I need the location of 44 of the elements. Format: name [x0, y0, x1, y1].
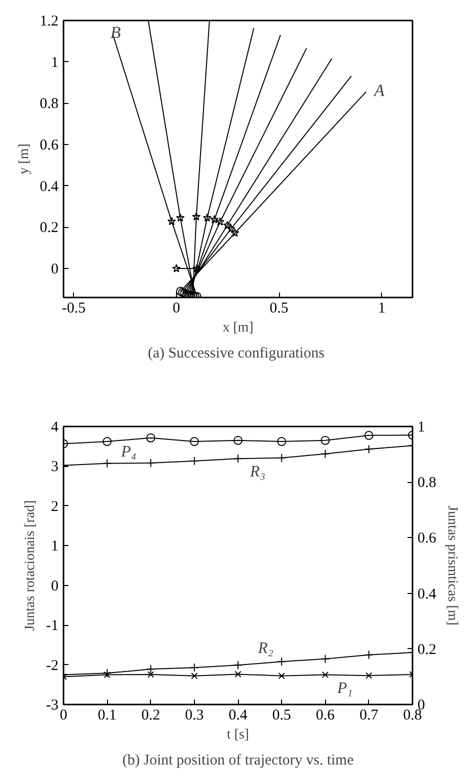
y-tick-label: 1.2	[40, 14, 58, 30]
y-tick-label: 0	[51, 578, 58, 594]
text: (b) Joint position of trajectory vs. time	[122, 752, 354, 768]
x-axis-title: t [s]	[226, 728, 250, 742]
y-tick-label: 0.4	[40, 178, 59, 195]
y2-tick-label: 1	[418, 420, 425, 436]
y-tick-label: 3	[51, 459, 58, 476]
series-label: P₁	[336, 680, 353, 697]
y-tick-label: 0.6	[40, 138, 59, 154]
x-tick-label: 0.1	[98, 708, 116, 724]
x-tick-label: 1	[378, 300, 386, 316]
series-label: R₂	[257, 640, 274, 658]
y-axis-title: Juntas rotacionais [rad]	[23, 500, 38, 631]
y2-tick-label: 0.6	[418, 530, 437, 547]
x-tick-label: 0	[172, 300, 180, 316]
series-label: P₄	[120, 444, 136, 461]
y-tick-label: 2	[51, 498, 58, 515]
y-tick-label: 0.2	[40, 220, 58, 236]
text: (a) Successive configurations	[148, 346, 325, 362]
y-tick-label: 0	[51, 262, 58, 278]
y-tick-label: -2	[46, 658, 59, 674]
x-tick-label: 0.6	[316, 708, 336, 724]
x-tick-label: 0.7	[360, 708, 379, 724]
y2-tick-label: 0.2	[418, 642, 436, 658]
y-tick-label: 1	[51, 54, 58, 71]
y-axis-title: y [m]	[16, 144, 32, 174]
x-tick-label: -0.5	[62, 300, 86, 316]
y-tick-label: -3	[46, 698, 59, 714]
x-tick-label: 0.3	[185, 708, 204, 724]
series-label: R₃	[249, 464, 266, 481]
x-tick-label: 0.5	[272, 708, 291, 724]
annotation: A	[373, 80, 386, 100]
y2-tick-label: 0.8	[418, 475, 436, 492]
y-tick-label: 1	[51, 538, 58, 555]
y-tick-label: 4	[51, 420, 59, 436]
annotation: B	[110, 23, 122, 42]
x-tick-label: 0.4	[228, 708, 248, 724]
y-tick-label: 0.8	[40, 96, 58, 112]
x-tick-label: 0.2	[141, 708, 160, 724]
y-tick-label: -1	[46, 618, 59, 634]
x-tick-label: 0.5	[270, 300, 288, 316]
y2-axis-title: Juntas prismticas [m]	[444, 506, 460, 626]
x-axis-title: x [m]	[222, 320, 254, 336]
y2-tick-label: 0.4	[418, 586, 437, 602]
